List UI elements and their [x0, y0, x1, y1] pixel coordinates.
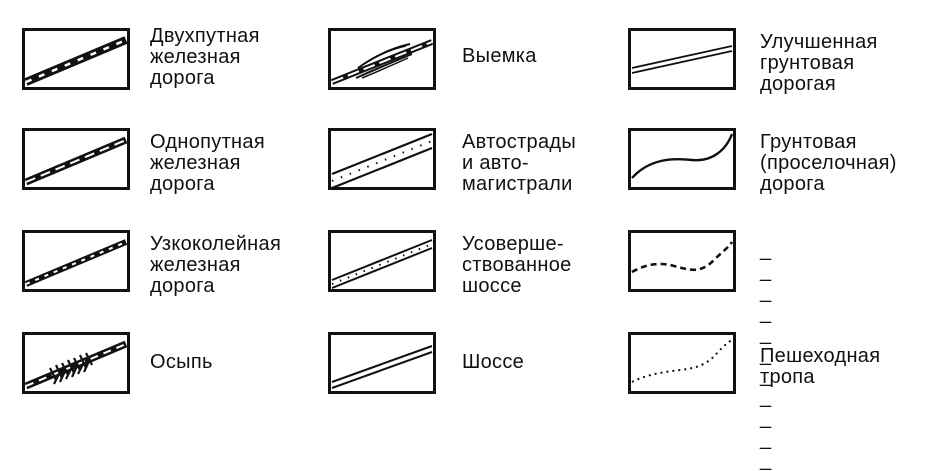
highway-label: Шоссе — [462, 351, 525, 373]
highway-symbol — [328, 332, 436, 394]
footpath-symbol — [628, 332, 736, 394]
dirt-road-label: Грунтовая (проселочная) дорога — [760, 131, 897, 195]
improved-highway-symbol — [328, 230, 436, 292]
double-track-railway-label: Двухпутная железная дорога — [150, 25, 260, 89]
cutting-label: Выемка — [462, 45, 537, 67]
motorway-symbol — [328, 128, 436, 190]
single-track-railway-symbol — [22, 128, 130, 190]
dirt-road-symbol — [628, 128, 736, 190]
scree-label: Осыпь — [150, 351, 213, 373]
improved-dirt-road-label: Улучшенная грунтовая дорогая — [760, 31, 878, 95]
improved-dirt-road-symbol — [628, 28, 736, 90]
narrow-gauge-railway-label: Узкоколейная железная дорога — [150, 233, 282, 297]
improved-highway-label: Усоверше- ствованное шоссе — [462, 233, 572, 297]
narrow-gauge-railway-symbol — [22, 230, 130, 292]
cutting-symbol — [328, 28, 436, 90]
motorway-label: Автострады и авто- магистрали — [462, 131, 577, 195]
scree-symbol — [22, 332, 130, 394]
dashed-road-symbol — [628, 230, 736, 292]
single-track-railway-label: Однопутная железная дорога — [150, 131, 265, 195]
double-track-railway-symbol — [22, 28, 130, 90]
footpath-label: Пешеходная тропа — [760, 345, 881, 388]
